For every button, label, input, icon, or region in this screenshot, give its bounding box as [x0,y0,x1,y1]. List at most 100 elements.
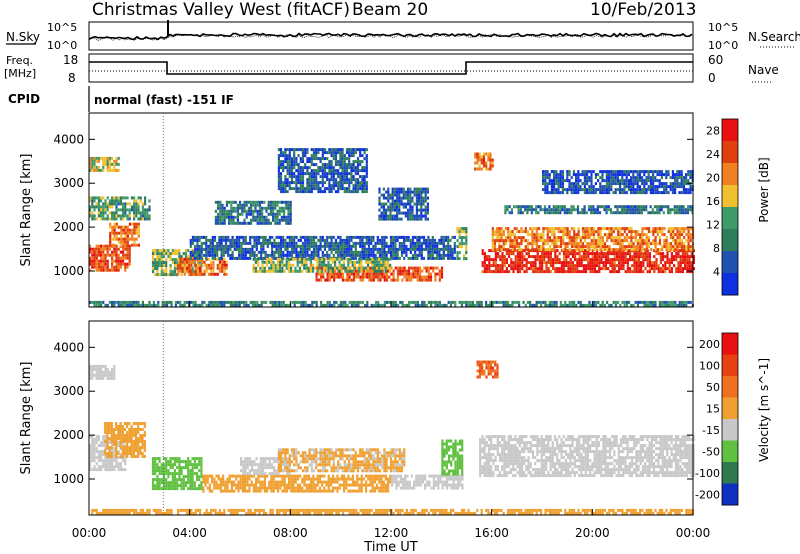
heatmap-cell [341,278,345,282]
heatmap-cell [593,264,596,268]
heatmap-cell [572,182,575,186]
heatmap-cell [559,170,562,174]
heatmap-cell [612,236,615,240]
heatmap-cell [593,270,596,274]
heatmap-cell [236,209,239,213]
heatmap-cell [380,214,383,218]
heatmap-cell [209,241,212,245]
heatmap-cell [218,266,222,270]
heatmap-cell [418,278,422,282]
heatmap-cell [304,148,307,152]
heatmap-cell [366,275,369,279]
heatmap-cell [597,239,600,243]
heatmap-cell [188,303,191,307]
heatmap-cell [597,242,600,246]
heatmap-cell [93,159,96,163]
heatmap-cell [286,244,289,248]
heatmap-cell [290,169,294,173]
heatmap-cell [577,185,580,189]
heatmap-cell [599,236,602,240]
heatmap-cell [334,160,338,164]
heatmap-cell [95,253,98,257]
heatmap-cell [280,300,283,304]
heatmap-cell [555,176,558,180]
heatmap-cell [492,270,495,274]
heatmap-cell [286,148,289,152]
heatmap-cell [617,230,620,234]
heatmap-cell [304,253,307,257]
heatmap-cell [319,187,322,191]
heatmap-cell [385,235,388,239]
heatmap-cell [611,252,614,256]
heatmap-cell [385,202,388,206]
heatmap-cell [656,248,659,252]
heatmap-cell [645,239,648,243]
heatmap-cell [540,239,543,243]
heatmap-cell [551,233,554,237]
heatmap-cell [507,236,510,240]
heatmap-cell [440,256,443,260]
heatmap-cell [458,227,461,231]
heatmap-cell [382,211,385,215]
heatmap-cell [126,196,129,200]
heatmap-cell [619,191,622,195]
heatmap-cell [219,203,222,207]
heatmap-cell [260,250,263,254]
heatmap-cell [636,182,639,186]
heatmap-cell [653,211,657,215]
heatmap-cell [339,275,342,279]
heatmap-cell [111,211,114,215]
heatmap-cell [227,300,230,304]
heatmap-cell [196,253,199,257]
heatmap-cell [324,303,327,307]
heatmap-cell [513,239,516,243]
heatmap-cell [279,175,283,179]
heatmap-cell [301,244,305,248]
heatmap-cell [577,179,580,183]
heatmap-cell [229,247,232,251]
heatmap-cell [687,173,690,177]
heatmap-cell [555,242,558,246]
heatmap-cell [283,269,286,273]
station-title: Christmas Valley West (fitACF) [92,0,350,20]
heatmap-cell [561,176,564,180]
heatmap-cell [664,205,668,209]
heatmap-cell [386,263,389,267]
heatmap-cell [426,205,429,209]
heatmap-cell [211,256,214,260]
heatmap-cell [530,211,533,215]
noise-panel: N.Sky 10^5 10^0 10^5 10^0 N.Search [6,20,800,52]
heatmap-cell [651,267,654,271]
heatmap-cell [558,267,561,271]
heatmap-cell [456,239,459,243]
heatmap-cell [671,170,674,174]
heatmap-cell [328,190,331,194]
heatmap-cell [542,173,545,177]
heatmap-cell [433,250,437,254]
heatmap-cell [185,300,188,304]
heatmap-cell [91,156,94,160]
heatmap-cell [230,218,233,222]
heatmap-cell [365,175,368,179]
heatmap-cell [634,239,637,243]
heatmap-cell [122,247,125,251]
heatmap-cell [387,244,390,248]
heatmap-cell [115,208,118,212]
heatmap-cell [315,175,318,179]
heatmap-cell [126,240,129,244]
heatmap-cell [556,258,559,262]
heatmap-cell [385,241,388,245]
heatmap-cell [89,211,92,215]
heatmap-cell [520,227,523,231]
heatmap-cell [307,266,310,270]
heatmap-cell [372,278,375,282]
heatmap-cell [312,163,316,167]
heatmap-cell [232,221,235,225]
heatmap-cell [348,190,351,194]
heatmap-cell [543,270,546,274]
heatmap-cell [422,208,425,212]
heatmap-cell [111,228,114,232]
heatmap-cell [372,303,375,307]
heatmap-cell [156,252,159,256]
heatmap-cell [297,163,300,167]
